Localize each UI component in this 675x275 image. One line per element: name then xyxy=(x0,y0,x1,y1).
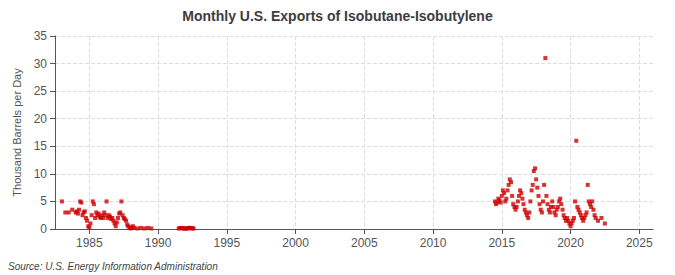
svg-text:20: 20 xyxy=(34,112,48,126)
svg-text:2015: 2015 xyxy=(488,236,515,250)
svg-text:0: 0 xyxy=(40,222,47,236)
svg-text:2025: 2025 xyxy=(626,236,653,250)
svg-text:2020: 2020 xyxy=(557,236,584,250)
svg-text:2010: 2010 xyxy=(420,236,447,250)
svg-text:5: 5 xyxy=(40,194,47,208)
svg-text:15: 15 xyxy=(34,139,48,153)
svg-text:2000: 2000 xyxy=(282,236,309,250)
svg-text:10: 10 xyxy=(34,167,48,181)
svg-text:Thousand Barrels per Day: Thousand Barrels per Day xyxy=(11,68,23,197)
svg-text:35: 35 xyxy=(34,29,48,43)
svg-text:1990: 1990 xyxy=(145,236,172,250)
svg-text:25: 25 xyxy=(34,84,48,98)
svg-text:Source: U.S. Energy Informatio: Source: U.S. Energy Information Administ… xyxy=(8,261,218,272)
svg-text:1995: 1995 xyxy=(213,236,240,250)
svg-text:1985: 1985 xyxy=(76,236,103,250)
svg-text:2005: 2005 xyxy=(351,236,378,250)
svg-text:30: 30 xyxy=(34,57,48,71)
svg-text:Monthly U.S. Exports of Isobut: Monthly U.S. Exports of Isobutane-Isobut… xyxy=(182,8,493,24)
